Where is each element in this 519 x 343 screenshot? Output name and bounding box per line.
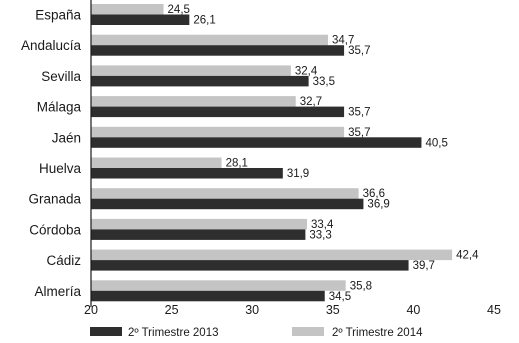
bar (91, 218, 308, 230)
bar (91, 188, 359, 199)
data-label: 40,5 (425, 137, 447, 149)
bar (91, 34, 328, 46)
legend-label: 2º Trimestre 2013 (128, 327, 219, 339)
x-tick-label: 25 (165, 303, 179, 317)
x-tick-label: 20 (84, 303, 98, 317)
bar (91, 229, 306, 240)
x-tick-label: 35 (326, 303, 340, 317)
data-label: 35,7 (348, 107, 370, 119)
category-label: Jaén (52, 130, 81, 145)
data-label: 33,4 (311, 219, 334, 231)
category-label: España (35, 8, 81, 23)
x-tick-label: 30 (245, 303, 259, 317)
bar (91, 106, 345, 118)
bar (91, 260, 409, 271)
data-label: 28,1 (226, 158, 248, 170)
data-label: 26,1 (193, 15, 215, 27)
bar (91, 65, 291, 76)
data-label: 34,7 (332, 35, 354, 47)
data-label: 34,5 (329, 291, 351, 303)
x-tick-label: 40 (406, 303, 420, 317)
category-label: Andalucía (21, 38, 82, 53)
bar (91, 249, 453, 261)
bar (91, 14, 190, 25)
data-label: 36,9 (367, 199, 389, 211)
bar (91, 137, 422, 148)
data-label: 42,4 (456, 250, 479, 262)
category-label: Huelva (39, 161, 82, 176)
bar (91, 126, 345, 138)
data-label: 39,7 (413, 260, 435, 272)
category-label: Sevilla (41, 69, 81, 84)
category-label: Almería (34, 284, 81, 299)
category-labels: España Andalucía Sevilla Málaga Jaén Huelva Gr… (21, 8, 82, 299)
legend: 2º Trimestre 2013 2º Trimestre 2014 (90, 327, 423, 339)
bar (91, 75, 309, 87)
data-label: 24,5 (168, 4, 190, 16)
category-label: Granada (28, 192, 81, 207)
bar (91, 96, 296, 107)
bar (91, 168, 283, 179)
data-label: 35,7 (348, 127, 370, 139)
x-tick-label: 45 (487, 303, 501, 317)
bar (91, 290, 325, 302)
data-label: 35,8 (350, 280, 372, 292)
data-label: 32,7 (300, 96, 322, 108)
data-label: 33,5 (313, 76, 335, 88)
bar (91, 280, 346, 291)
legend-label: 2º Trimestre 2014 (332, 327, 423, 339)
bar (91, 45, 345, 56)
data-label: 32,4 (295, 65, 318, 77)
x-axis-ticks: 20 25 30 35 40 45 (84, 303, 501, 317)
data-label: 31,9 (287, 168, 309, 180)
data-label: 33,3 (309, 229, 331, 241)
category-label: Córdoba (29, 222, 81, 237)
legend-swatch (90, 327, 122, 336)
plot-area: 24,526,134,735,732,433,532,735,735,740,5… (90, 0, 479, 307)
data-label: 35,7 (348, 45, 370, 57)
category-label: Málaga (37, 100, 82, 115)
data-label: 36,6 (363, 188, 385, 200)
category-label: Cádiz (46, 253, 81, 268)
bar (91, 4, 164, 15)
bar (91, 157, 222, 168)
bar (91, 198, 364, 210)
legend-swatch (292, 327, 324, 336)
